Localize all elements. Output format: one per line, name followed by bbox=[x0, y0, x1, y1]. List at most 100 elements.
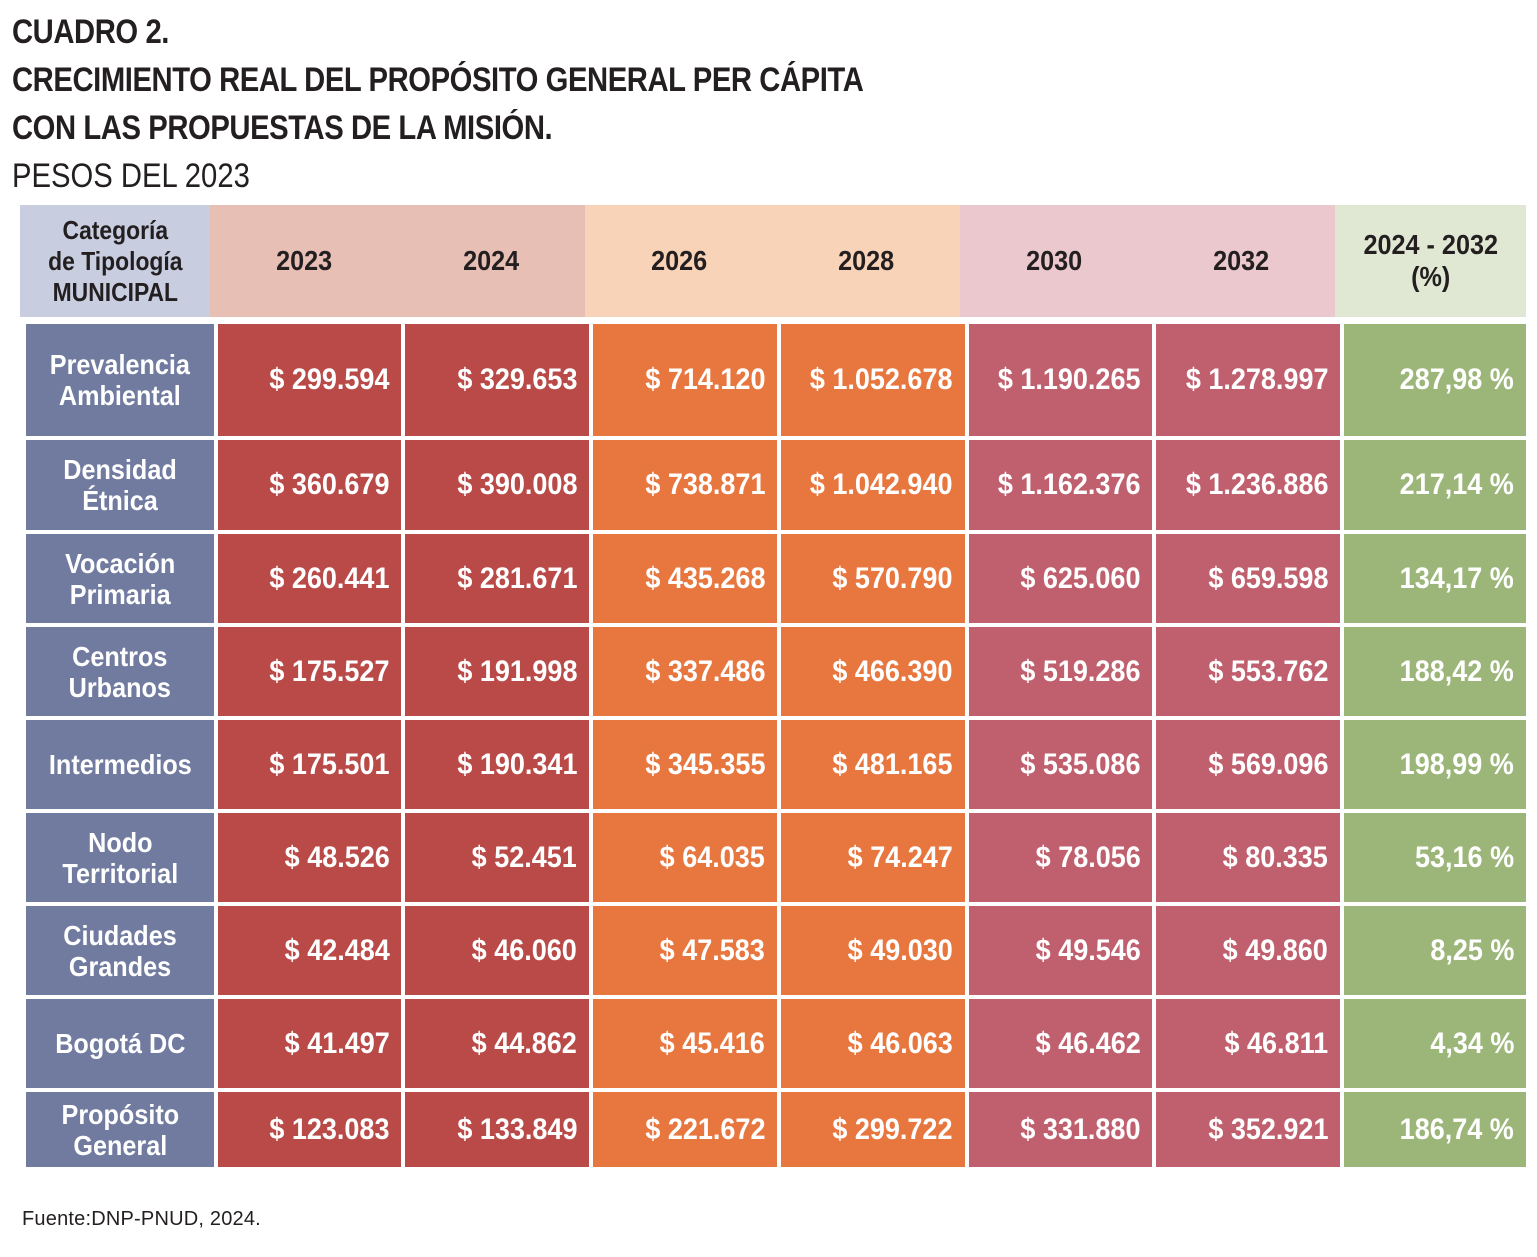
cell-v2030: $ 535.086 bbox=[968, 720, 1153, 809]
cell-v2023: $ 260.441 bbox=[217, 534, 402, 623]
cell-v2028: $ 481.165 bbox=[780, 720, 965, 809]
row-category: Vocación Primaria bbox=[26, 534, 214, 623]
header-group-pink: 2030 2032 bbox=[960, 205, 1335, 317]
header-year-2030: 2030 bbox=[1025, 245, 1082, 276]
header-year-2032: 2032 bbox=[1213, 245, 1270, 276]
cell-v2030: $ 519.286 bbox=[968, 627, 1153, 716]
cell-growth: 134,17 % bbox=[1344, 534, 1526, 623]
cell-v2030: $ 331.880 bbox=[968, 1092, 1153, 1167]
cell-v2024: $ 52.451 bbox=[405, 813, 590, 902]
cell-v2024: $ 133.849 bbox=[405, 1092, 590, 1167]
header-year-2023: 2023 bbox=[275, 245, 332, 276]
row-category-line-1: Densidad bbox=[63, 454, 177, 485]
cell-v2026: $ 47.583 bbox=[593, 906, 777, 995]
cell-v2028: $ 1.052.678 bbox=[780, 324, 965, 436]
row-category-line-2: Grandes bbox=[68, 950, 171, 982]
row-category-line-2: Ambiental bbox=[58, 380, 181, 411]
header-category-line-1: Categoría bbox=[62, 214, 168, 245]
header-year-2026: 2026 bbox=[650, 245, 707, 276]
title-line-2: CRECIMIENTO REAL DEL PROPÓSITO GENERAL P… bbox=[12, 61, 864, 99]
table-header: Categoría de Tipología MUNICIPAL 2023 20… bbox=[20, 205, 1526, 317]
table-body: Prevalencia Ambiental $ 299.594 $ 329.653 $ … bbox=[20, 324, 1526, 1167]
table-row: Bogotá DC $ 41.497 $ 44.862 $ 45.416 $ 46.06… bbox=[20, 999, 1526, 1088]
header-growth-line-2: (%) bbox=[1410, 261, 1451, 292]
header-group-orange: 2026 2028 bbox=[585, 205, 960, 317]
cell-growth: 4,34 % bbox=[1344, 999, 1526, 1088]
row-category-line-1: Bogotá DC bbox=[54, 1028, 185, 1059]
cell-v2024: $ 46.060 bbox=[405, 906, 590, 995]
row-category: Ciudades Grandes bbox=[26, 906, 214, 995]
data-table: Categoría de Tipología MUNICIPAL 2023 20… bbox=[20, 205, 1526, 1167]
row-category-line-2: General bbox=[72, 1129, 167, 1161]
row-category: Nodo Territorial bbox=[26, 813, 214, 902]
row-category: Propósito General bbox=[26, 1092, 214, 1167]
row-category-line-1: Ciudades bbox=[63, 919, 177, 951]
cell-v2024: $ 190.341 bbox=[405, 720, 590, 809]
cell-growth: 53,16 % bbox=[1344, 813, 1526, 902]
cell-growth: 8,25 % bbox=[1344, 906, 1526, 995]
row-category-line-2: Étnica bbox=[82, 485, 158, 516]
cell-v2026: $ 45.416 bbox=[593, 999, 777, 1088]
cell-v2030: $ 1.190.265 bbox=[968, 324, 1153, 436]
table-row: Nodo Territorial $ 48.526 $ 52.451 $ 64.035 $… bbox=[20, 813, 1526, 902]
cell-v2028: $ 299.722 bbox=[780, 1092, 965, 1167]
title-line-1: CUADRO 2. bbox=[12, 13, 169, 51]
header-year-2024: 2024 bbox=[463, 245, 520, 276]
cell-v2032: $ 352.921 bbox=[1156, 1092, 1341, 1167]
header-group-red: 2023 2024 bbox=[210, 205, 585, 317]
row-category: Bogotá DC bbox=[26, 999, 214, 1088]
cell-growth: 188,42 % bbox=[1344, 627, 1526, 716]
row-category-line-1: Intermedios bbox=[48, 749, 192, 780]
cell-v2032: $ 1.278.997 bbox=[1156, 324, 1341, 436]
cell-v2023: $ 123.083 bbox=[217, 1092, 402, 1167]
table-row: Intermedios $ 175.501 $ 190.341 $ 345.355 $ … bbox=[20, 720, 1526, 809]
row-category-line-1: Centros bbox=[72, 640, 168, 672]
cell-v2032: $ 46.811 bbox=[1156, 999, 1341, 1088]
cell-v2030: $ 625.060 bbox=[968, 534, 1153, 623]
cell-growth: 198,99 % bbox=[1344, 720, 1526, 809]
cell-v2032: $ 49.860 bbox=[1156, 906, 1341, 995]
row-category-line-1: Nodo bbox=[87, 826, 153, 858]
cell-v2023: $ 299.594 bbox=[217, 324, 402, 436]
title-line-3: CON LAS PROPUESTAS DE LA MISIÓN. bbox=[12, 109, 553, 147]
row-category: Centros Urbanos bbox=[26, 627, 214, 716]
cell-v2026: $ 345.355 bbox=[593, 720, 777, 809]
row-category-line-1: Vocación bbox=[64, 547, 175, 579]
row-category-line-2: Urbanos bbox=[68, 671, 171, 703]
source-note: Fuente:DNP-PNUD, 2024. bbox=[22, 1208, 261, 1230]
header-category-line-3: MUNICIPAL bbox=[52, 276, 178, 307]
cell-v2026: $ 337.486 bbox=[593, 627, 777, 716]
cell-v2023: $ 41.497 bbox=[217, 999, 402, 1088]
cell-v2026: $ 738.871 bbox=[593, 440, 777, 530]
cell-v2032: $ 553.762 bbox=[1156, 627, 1341, 716]
cell-v2026: $ 435.268 bbox=[593, 534, 777, 623]
cell-v2028: $ 1.042.940 bbox=[780, 440, 965, 530]
subtitle: PESOS DEL 2023 bbox=[12, 157, 250, 195]
cell-v2026: $ 221.672 bbox=[593, 1092, 777, 1167]
cell-v2028: $ 74.247 bbox=[780, 813, 965, 902]
table-row: Prevalencia Ambiental $ 299.594 $ 329.653 $ … bbox=[20, 324, 1526, 436]
cell-v2023: $ 175.527 bbox=[217, 627, 402, 716]
cell-v2030: $ 49.546 bbox=[968, 906, 1153, 995]
header-category: Categoría de Tipología MUNICIPAL bbox=[20, 205, 210, 317]
cell-v2024: $ 191.998 bbox=[405, 627, 590, 716]
table-row: Centros Urbanos $ 175.527 $ 191.998 $ 337.48… bbox=[20, 627, 1526, 716]
row-category-line-2: Primaria bbox=[69, 578, 171, 610]
cell-v2032: $ 80.335 bbox=[1156, 813, 1341, 902]
cell-growth: 287,98 % bbox=[1344, 324, 1526, 436]
header-growth-line-1: 2024 - 2032 bbox=[1363, 229, 1498, 260]
table-row: Ciudades Grandes $ 42.484 $ 46.060 $ 47.583 $… bbox=[20, 906, 1526, 995]
table-row: Propósito General $ 123.083 $ 133.849 $ 221.… bbox=[20, 1092, 1526, 1167]
cell-v2026: $ 64.035 bbox=[593, 813, 777, 902]
cell-v2023: $ 48.526 bbox=[217, 813, 402, 902]
cell-v2032: $ 659.598 bbox=[1156, 534, 1341, 623]
table-row: Vocación Primaria $ 260.441 $ 281.671 $ 435.… bbox=[20, 534, 1526, 623]
cell-growth: 217,14 % bbox=[1344, 440, 1526, 530]
cell-v2024: $ 281.671 bbox=[405, 534, 590, 623]
cell-v2026: $ 714.120 bbox=[593, 324, 777, 436]
cell-v2023: $ 360.679 bbox=[217, 440, 402, 530]
cell-v2028: $ 466.390 bbox=[780, 627, 965, 716]
cell-v2023: $ 42.484 bbox=[217, 906, 402, 995]
cell-v2024: $ 390.008 bbox=[405, 440, 590, 530]
row-category: Densidad Étnica bbox=[26, 440, 214, 530]
